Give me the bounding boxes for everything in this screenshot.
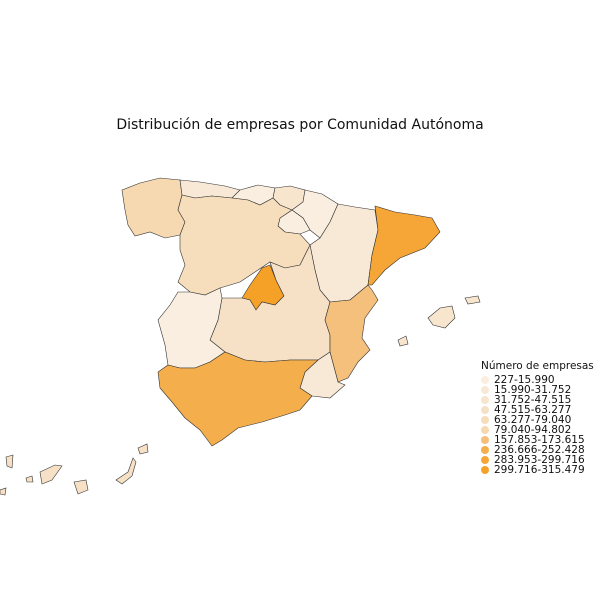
legend-label: 79.040-94.802 <box>494 424 572 436</box>
legend-swatch <box>481 446 489 454</box>
region-cataluna[interactable] <box>367 205 441 286</box>
legend-swatch <box>481 396 489 404</box>
legend-swatch <box>481 376 489 384</box>
legend-item[interactable]: 15.990-31.752 <box>481 385 594 395</box>
legend-swatch <box>481 436 489 444</box>
legend-swatch <box>481 466 489 474</box>
legend-label: 15.990-31.752 <box>494 384 572 396</box>
region-galicia[interactable] <box>121 177 186 239</box>
legend: Número de empresas 227-15.990 15.990-31.7… <box>481 360 594 475</box>
legend-label: 299.716-315.479 <box>494 464 585 476</box>
legend-item[interactable]: 31.752-47.515 <box>481 395 594 405</box>
legend-item[interactable]: 79.040-94.802 <box>481 425 594 435</box>
legend-swatch <box>481 416 489 424</box>
legend-item[interactable]: 283.953-299.716 <box>481 455 594 465</box>
map-title: Distribución de empresas por Comunidad A… <box>116 117 484 133</box>
region-andalucia[interactable] <box>157 351 319 447</box>
legend-item[interactable]: 47.515-63.277 <box>481 405 594 415</box>
legend-swatch <box>481 426 489 434</box>
region-comunitat-valenciana[interactable] <box>324 284 379 383</box>
legend-item[interactable]: 236.666-252.428 <box>481 445 594 455</box>
legend-title: Número de empresas <box>481 360 594 372</box>
legend-label: 227-15.990 <box>494 374 555 386</box>
region-canarias[interactable] <box>0 443 149 496</box>
legend-label: 236.666-252.428 <box>494 444 585 456</box>
region-navarra[interactable] <box>291 189 339 239</box>
legend-label: 63.277-79.040 <box>494 414 572 426</box>
legend-label: 283.953-299.716 <box>494 454 585 466</box>
legend-swatch <box>481 386 489 394</box>
legend-item[interactable]: 63.277-79.040 <box>481 415 594 425</box>
legend-swatch <box>481 406 489 414</box>
legend-label: 31.752-47.515 <box>494 394 572 406</box>
legend-label: 157.853-173.615 <box>494 434 585 446</box>
legend-item[interactable]: 227-15.990 <box>481 375 594 385</box>
region-extremadura[interactable] <box>157 287 226 369</box>
legend-label: 47.515-63.277 <box>494 404 572 416</box>
legend-item[interactable]: 157.853-173.615 <box>481 435 594 445</box>
legend-item[interactable]: 299.716-315.479 <box>481 465 594 475</box>
legend-swatch <box>481 456 489 464</box>
region-asturias[interactable] <box>179 179 241 199</box>
region-illes-balears[interactable] <box>397 295 481 347</box>
